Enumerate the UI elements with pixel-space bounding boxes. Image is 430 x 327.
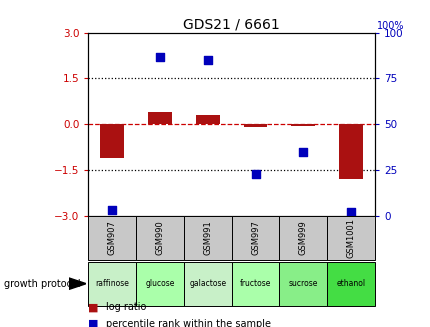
Text: log ratio: log ratio: [105, 302, 146, 312]
Bar: [291, 124, 314, 126]
Point: [347, 210, 354, 215]
Point: [252, 171, 258, 176]
Point: [108, 208, 115, 213]
Bar: [231, 216, 279, 260]
Bar: [279, 216, 326, 260]
Bar: [195, 115, 219, 124]
Bar: [243, 124, 267, 127]
Text: growth protocol: growth protocol: [4, 279, 81, 289]
Bar: [184, 262, 231, 306]
Text: 100%: 100%: [376, 21, 404, 31]
Text: GSM990: GSM990: [155, 220, 164, 255]
Bar: [231, 262, 279, 306]
Bar: [279, 262, 326, 306]
Bar: [184, 216, 231, 260]
Bar: [88, 216, 136, 260]
Text: ■: ■: [88, 319, 98, 327]
Text: GSM1001: GSM1001: [346, 218, 355, 258]
Bar: [326, 262, 374, 306]
Title: GDS21 / 6661: GDS21 / 6661: [183, 18, 280, 31]
Bar: [326, 216, 374, 260]
Text: raffinose: raffinose: [95, 279, 129, 288]
Bar: [338, 124, 362, 179]
Text: sucrose: sucrose: [288, 279, 317, 288]
Text: GSM997: GSM997: [250, 220, 259, 255]
Text: fructose: fructose: [240, 279, 270, 288]
Bar: [136, 216, 184, 260]
Text: GSM991: GSM991: [203, 220, 212, 255]
Text: percentile rank within the sample: percentile rank within the sample: [105, 319, 270, 327]
Text: GSM999: GSM999: [298, 220, 307, 255]
Text: ethanol: ethanol: [336, 279, 365, 288]
Polygon shape: [69, 278, 86, 289]
Bar: [148, 112, 172, 124]
Text: glucose: glucose: [145, 279, 174, 288]
Point: [204, 58, 211, 63]
Point: [156, 54, 163, 59]
Bar: [88, 262, 136, 306]
Text: GSM907: GSM907: [108, 220, 117, 255]
Text: ■: ■: [88, 302, 98, 312]
Bar: [136, 262, 184, 306]
Bar: [100, 124, 124, 158]
Point: [299, 149, 306, 154]
Text: galactose: galactose: [189, 279, 226, 288]
